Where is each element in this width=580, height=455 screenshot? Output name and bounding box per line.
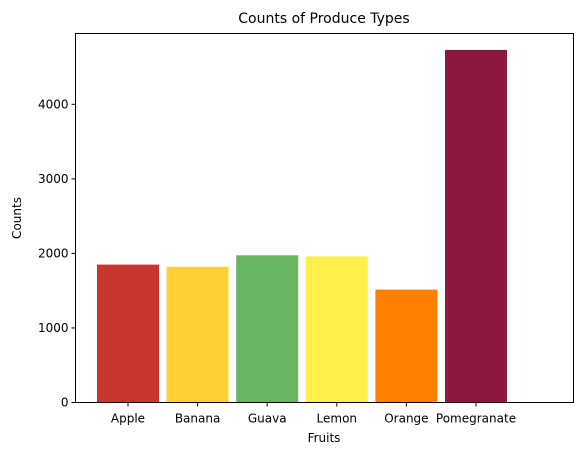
- x-tick-label: Pomegranate: [436, 412, 516, 426]
- y-tick-label: 4000: [38, 97, 69, 111]
- x-tick-label: Lemon: [317, 412, 358, 426]
- y-tick-label: 3000: [38, 172, 69, 186]
- x-tick-label: Banana: [175, 412, 221, 426]
- bars-group: [97, 49, 507, 403]
- chart-title: Counts of Produce Types: [238, 11, 409, 27]
- bar-banana: [166, 266, 229, 403]
- bar-pomegranate: [445, 49, 507, 403]
- x-tick-label: Guava: [248, 412, 287, 426]
- x-tick-label: Orange: [384, 412, 428, 426]
- y-axis-title: Counts: [10, 197, 24, 239]
- bar-guava: [236, 255, 299, 403]
- y-tick-label: 2000: [38, 246, 69, 260]
- bar-apple: [97, 264, 159, 403]
- y-tick-label: 1000: [38, 321, 69, 335]
- x-axis-ticks: Apple Banana Guava Lemon Orange Pomegranate: [111, 402, 516, 426]
- bar-orange: [375, 289, 438, 403]
- y-axis-ticks: 0 1000 2000 3000 4000: [38, 97, 76, 410]
- bar-lemon: [305, 256, 368, 403]
- y-tick-label: 0: [61, 396, 69, 410]
- plot-frame: [75, 33, 574, 403]
- x-axis-title: Fruits: [308, 431, 341, 445]
- x-tick-label: Apple: [111, 412, 145, 426]
